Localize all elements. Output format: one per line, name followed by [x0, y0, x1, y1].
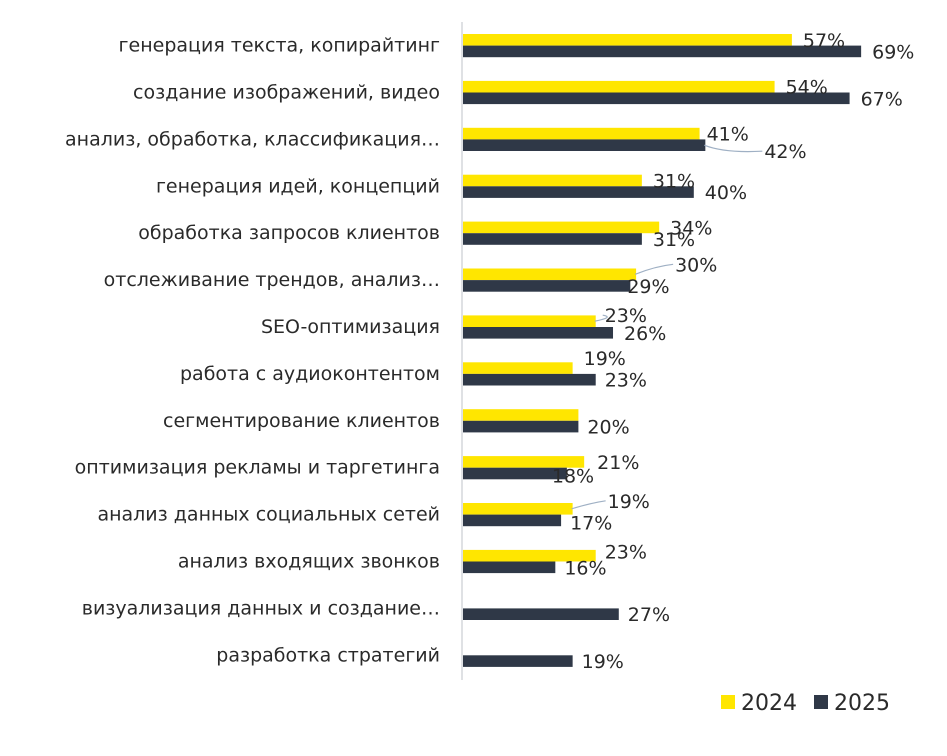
value-label-2025: 27%	[628, 604, 670, 626]
bar-2024	[463, 127, 700, 140]
category-label: анализ, обработка, классификация…	[65, 128, 440, 150]
category-label: работа с аудиоконтентом	[180, 363, 440, 385]
labels-layer: генерация текста, копирайтинг 57% 69% созда…	[65, 30, 914, 673]
category-label: SEO-оптимизация	[261, 316, 440, 338]
bar-2025	[463, 186, 694, 198]
category-label: обработка запросов клиентов	[138, 222, 440, 244]
value-label-2025: 42%	[764, 141, 806, 163]
value-label-2024: 57%	[803, 30, 845, 52]
bar-2025	[463, 327, 614, 339]
legend-swatch-2024	[721, 695, 735, 709]
leader-line	[634, 263, 674, 275]
value-label-2025: 31%	[653, 229, 695, 251]
bar-2025	[463, 608, 619, 620]
value-label-2025: 67%	[861, 88, 903, 110]
bar-2024	[463, 268, 637, 281]
bar-2024	[463, 174, 642, 187]
value-label-2024: 23%	[605, 305, 647, 327]
value-label-2025: 69%	[872, 41, 914, 63]
value-label-2024: 19%	[608, 491, 650, 513]
category-label: визуализация данных и создание…	[82, 597, 440, 619]
bars-layer	[463, 34, 862, 667]
bar-2024	[463, 362, 573, 374]
bar-2025	[463, 233, 642, 245]
bar-2024	[463, 315, 596, 327]
legend-label-2024: 2024	[741, 691, 797, 716]
leader-line	[594, 314, 608, 322]
value-label-2025: 29%	[627, 276, 669, 298]
category-label: сегментирование клиентов	[163, 410, 440, 432]
category-label: разработка стратегий	[216, 644, 440, 666]
category-label: анализ данных социальных сетей	[97, 504, 440, 526]
bar-2025	[463, 92, 850, 105]
value-label-2024: 30%	[675, 254, 717, 276]
category-label: создание изображений, видео	[133, 82, 440, 104]
bar-2025	[463, 373, 596, 386]
value-label-2024: 23%	[605, 542, 647, 564]
category-label: анализ входящих звонков	[178, 551, 440, 573]
legend-swatch-2025	[814, 695, 828, 709]
bar-2024	[463, 456, 585, 468]
bar-2025	[463, 420, 579, 433]
legend-label-2025: 2025	[834, 691, 890, 716]
value-label-2024: 54%	[786, 77, 828, 99]
bar-2025	[463, 280, 631, 292]
leader-line	[704, 144, 763, 153]
value-label-2024: 19%	[584, 348, 626, 370]
category-label: отслеживание трендов, анализ…	[104, 269, 440, 291]
value-label-2025: 18%	[552, 466, 594, 488]
bar-2024	[463, 80, 775, 93]
value-label-2025: 40%	[705, 182, 747, 204]
bar-2024	[463, 221, 660, 234]
value-label-2024: 31%	[653, 171, 695, 193]
bar-2024	[463, 409, 579, 421]
bar-2025	[463, 139, 706, 151]
value-label-2025: 20%	[587, 417, 629, 439]
bar-2024	[463, 34, 792, 46]
value-label-2024: 21%	[597, 452, 639, 474]
leader-line	[571, 500, 606, 510]
value-label-2025: 23%	[605, 370, 647, 392]
value-label-2025: 19%	[582, 651, 624, 673]
bar-2024	[463, 549, 596, 562]
bar-2025	[463, 467, 567, 480]
bar-2025	[463, 514, 562, 527]
legend: 2024 2025	[721, 691, 890, 716]
category-label: оптимизация рекламы и таргетинга	[75, 457, 440, 479]
category-label: генерация текста, копирайтинг	[119, 35, 440, 57]
value-label-2025: 17%	[570, 512, 612, 534]
value-label-2024: 41%	[707, 124, 749, 146]
value-label-2024: 34%	[670, 217, 712, 239]
bar-2025	[463, 561, 556, 574]
bar-2025	[463, 655, 573, 667]
bar-2025	[463, 45, 862, 58]
bar-2024	[463, 503, 573, 515]
value-label-2025: 16%	[564, 557, 606, 579]
value-label-2025: 26%	[624, 323, 666, 345]
category-label: генерация идей, концепций	[156, 175, 440, 197]
